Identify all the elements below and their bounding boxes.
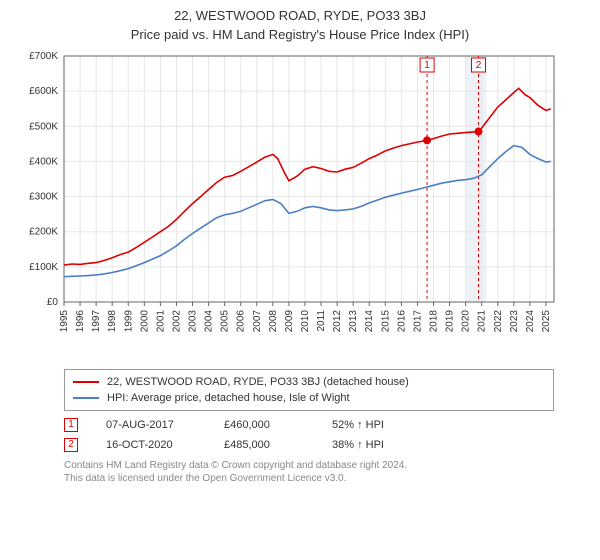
svg-text:2013: 2013 <box>348 310 359 333</box>
svg-text:2014: 2014 <box>364 310 375 333</box>
svg-text:1995: 1995 <box>59 310 70 333</box>
svg-text:£0: £0 <box>47 297 59 308</box>
legend-row-1: 22, WESTWOOD ROAD, RYDE, PO33 3BJ (detac… <box>73 374 545 390</box>
svg-text:1997: 1997 <box>91 310 102 333</box>
svg-text:2024: 2024 <box>525 310 536 333</box>
svg-text:£400K: £400K <box>29 156 58 167</box>
svg-text:2020: 2020 <box>461 310 472 333</box>
svg-text:1998: 1998 <box>107 310 118 333</box>
legend-label-2: HPI: Average price, detached house, Isle… <box>107 390 350 406</box>
transaction-vs-hpi: 38% ↑ HPI <box>332 435 384 455</box>
svg-text:2: 2 <box>476 60 482 71</box>
transactions-table: 1 07-AUG-2017 £460,000 52% ↑ HPI 2 16-OC… <box>64 415 554 455</box>
legend-label-1: 22, WESTWOOD ROAD, RYDE, PO33 3BJ (detac… <box>107 374 409 390</box>
chart-title: 22, WESTWOOD ROAD, RYDE, PO33 3BJ <box>10 8 590 23</box>
svg-text:2015: 2015 <box>380 310 391 333</box>
svg-text:2012: 2012 <box>332 310 343 333</box>
svg-text:£500K: £500K <box>29 121 58 132</box>
svg-text:2003: 2003 <box>188 310 199 333</box>
svg-text:2023: 2023 <box>509 310 520 333</box>
svg-text:2019: 2019 <box>445 310 456 333</box>
transaction-price: £485,000 <box>224 435 304 455</box>
chart-area: £0 £100K £200K £300K £400K £500K £600K £700K 199… <box>10 48 590 363</box>
transaction-date: 07-AUG-2017 <box>106 415 196 435</box>
svg-text:£100K: £100K <box>29 262 58 273</box>
svg-text:2008: 2008 <box>268 310 279 333</box>
svg-text:2021: 2021 <box>477 310 488 333</box>
svg-text:£300K: £300K <box>29 192 58 203</box>
attribution: Contains HM Land Registry data © Crown c… <box>64 459 554 485</box>
svg-text:2007: 2007 <box>252 310 263 333</box>
svg-text:2004: 2004 <box>204 310 215 333</box>
svg-text:2022: 2022 <box>493 310 504 333</box>
svg-text:2000: 2000 <box>139 310 150 333</box>
svg-text:1: 1 <box>424 60 430 71</box>
legend-row-2: HPI: Average price, detached house, Isle… <box>73 390 545 406</box>
legend-swatch-red <box>73 381 99 383</box>
svg-text:2017: 2017 <box>412 310 423 333</box>
svg-text:1999: 1999 <box>123 310 134 333</box>
svg-text:1996: 1996 <box>75 310 86 333</box>
transaction-badge-2: 2 <box>64 438 78 452</box>
attribution-line-1: Contains HM Land Registry data © Crown c… <box>64 459 554 472</box>
svg-text:£700K: £700K <box>29 51 58 62</box>
transaction-vs-hpi: 52% ↑ HPI <box>332 415 384 435</box>
svg-text:2002: 2002 <box>171 310 182 333</box>
svg-text:2009: 2009 <box>284 310 295 333</box>
svg-text:2016: 2016 <box>396 310 407 333</box>
legend: 22, WESTWOOD ROAD, RYDE, PO33 3BJ (detac… <box>64 369 554 411</box>
transaction-badge-1: 1 <box>64 418 78 432</box>
transaction-date: 16-OCT-2020 <box>106 435 196 455</box>
svg-text:2018: 2018 <box>429 310 440 333</box>
attribution-line-2: This data is licensed under the Open Gov… <box>64 472 554 485</box>
svg-text:2025: 2025 <box>541 310 552 333</box>
svg-text:2006: 2006 <box>236 310 247 333</box>
svg-text:2011: 2011 <box>316 310 327 332</box>
svg-text:£200K: £200K <box>29 227 58 238</box>
table-row: 2 16-OCT-2020 £485,000 38% ↑ HPI <box>64 435 554 455</box>
transaction-price: £460,000 <box>224 415 304 435</box>
svg-text:£600K: £600K <box>29 86 58 97</box>
svg-text:2005: 2005 <box>220 310 231 333</box>
svg-text:2001: 2001 <box>155 310 166 333</box>
chart-subtitle: Price paid vs. HM Land Registry's House … <box>10 27 590 42</box>
table-row: 1 07-AUG-2017 £460,000 52% ↑ HPI <box>64 415 554 435</box>
chart-svg: £0 £100K £200K £300K £400K £500K £600K £700K 199… <box>10 48 590 358</box>
legend-swatch-blue <box>73 397 99 399</box>
svg-text:2010: 2010 <box>300 310 311 333</box>
